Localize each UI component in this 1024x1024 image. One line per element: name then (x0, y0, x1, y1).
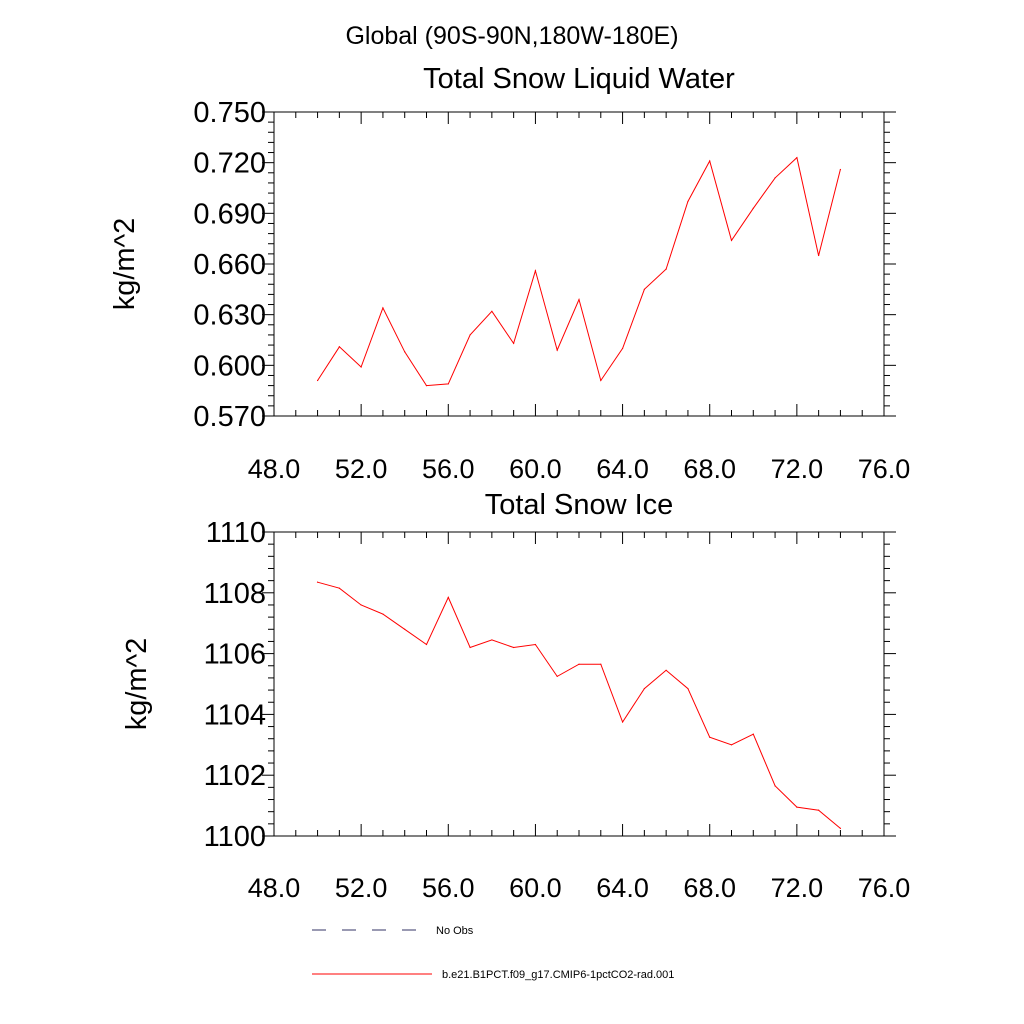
legend: No Obs b.e21.B1PCT.f09_g17.CMIP6-1pctCO2… (312, 925, 674, 981)
data-point (687, 687, 689, 690)
data-point (534, 643, 537, 646)
data-point (578, 663, 580, 665)
data-point (600, 663, 602, 665)
data-point (404, 351, 406, 353)
data-point (469, 646, 471, 649)
data-point (360, 366, 362, 368)
x-tick-label: 52.0 (335, 873, 388, 903)
x-tick-label: 48.0 (248, 873, 301, 903)
x-tick-label: 56.0 (422, 873, 475, 903)
series-line (317, 581, 841, 829)
x-tick-label: 68.0 (683, 454, 736, 484)
data-point (360, 604, 362, 606)
data-point (513, 342, 515, 344)
data-point (338, 346, 340, 348)
data-point (665, 268, 667, 270)
x-tick-label: 76.0 (858, 454, 911, 484)
y-tick-label: 1108 (204, 578, 266, 610)
y-tick-label: 1110 (206, 517, 266, 549)
x-tick-label: 48.0 (248, 454, 301, 484)
data-point (839, 168, 842, 171)
data-point (621, 347, 624, 350)
data-point (839, 827, 842, 830)
data-point (469, 334, 471, 336)
data-point (404, 628, 406, 630)
plot-frame (273, 531, 885, 837)
data-point (425, 643, 428, 646)
data-point (709, 160, 711, 162)
data-point (796, 806, 798, 808)
data-point (491, 310, 493, 312)
data-point (447, 383, 449, 385)
y-tick-label: 0.600 (193, 350, 266, 382)
x-tick-label: 64.0 (596, 873, 649, 903)
chart-liquid-water: Total Snow Liquid Water kg/m^2 48.0 52.0 56.… (109, 63, 910, 484)
data-point (665, 669, 667, 671)
y-tick-label: 1104 (204, 699, 266, 731)
x-tick-label: 60.0 (509, 873, 562, 903)
x-tick-label: 56.0 (422, 454, 475, 484)
y-tick-label: 0.690 (193, 198, 266, 230)
x-tick-label: 52.0 (335, 454, 388, 484)
data-point (491, 639, 493, 641)
data-point (447, 596, 449, 598)
data-point (382, 613, 384, 615)
data-point (382, 307, 384, 309)
y-tick-label: 0.570 (193, 401, 266, 433)
data-point (425, 385, 428, 387)
data-point (752, 733, 754, 735)
data-point (796, 157, 798, 159)
legend-label-no-obs: No Obs (436, 925, 474, 937)
y-tick-label: 0.660 (193, 249, 266, 281)
y-axis-label: kg/m^2 (109, 218, 141, 311)
y-tick-label: 0.750 (193, 97, 266, 129)
data-point (534, 270, 537, 272)
y-tick-label: 1102 (204, 760, 266, 792)
data-point (316, 581, 319, 583)
data-point (556, 349, 558, 351)
data-point (316, 379, 319, 382)
data-point (818, 809, 820, 811)
y-tick-label: 1100 (204, 821, 266, 853)
data-point (643, 288, 645, 290)
chart-title: Total Snow Liquid Water (423, 63, 735, 95)
data-point (730, 744, 733, 746)
y-tick-label: 0.720 (193, 148, 266, 180)
x-tick-label: 68.0 (683, 873, 736, 903)
x-tick-label: 72.0 (771, 454, 824, 484)
series-line (317, 156, 841, 387)
y-tick-label: 0.630 (193, 300, 266, 332)
data-point (643, 687, 645, 690)
data-point (556, 675, 558, 678)
region-title: Global (90S-90N,180W-180E) (345, 22, 678, 50)
legend-label-model: b.e21.B1PCT.f09_g17.CMIP6-1pctCO2-rad.00… (442, 969, 674, 981)
chart-title: Total Snow Ice (485, 489, 674, 521)
data-point (621, 721, 624, 723)
data-point (338, 587, 340, 589)
data-point (709, 736, 711, 738)
data-point (513, 646, 515, 649)
data-point (687, 200, 689, 203)
x-tick-label: 60.0 (509, 454, 562, 484)
data-point (752, 207, 754, 209)
data-point (774, 177, 776, 179)
data-point (730, 239, 733, 241)
data-point (818, 254, 820, 257)
x-tick-label: 72.0 (771, 873, 824, 903)
data-point (774, 785, 776, 787)
y-axis-label: kg/m^2 (121, 638, 153, 731)
y-tick-label: 1106 (204, 639, 266, 671)
plot-frame (273, 111, 885, 417)
x-tick-label: 76.0 (858, 873, 911, 903)
chart-snow-ice: Total Snow Ice kg/m^2 48.0 52.0 56.0 60.0 64.0… (121, 489, 910, 903)
data-point (600, 379, 602, 382)
data-point (578, 298, 580, 301)
x-tick-label: 64.0 (596, 454, 649, 484)
